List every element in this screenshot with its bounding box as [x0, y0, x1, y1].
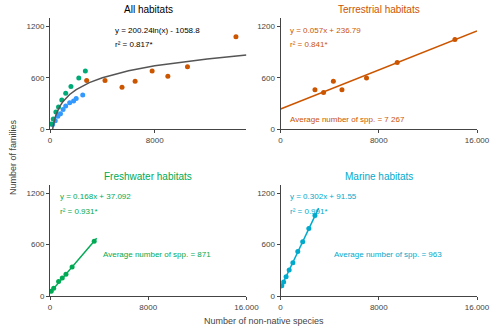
svg-text:8000: 8000: [370, 303, 388, 312]
svg-text:r² = 0.991*: r² = 0.991*: [290, 207, 328, 216]
svg-text:8000: 8000: [139, 303, 157, 312]
svg-text:1200: 1200: [257, 22, 275, 31]
svg-text:Average number of spp. = 871: Average number of spp. = 871: [103, 250, 211, 259]
svg-text:8000: 8000: [370, 136, 388, 145]
svg-text:0: 0: [48, 136, 53, 145]
svg-text:600: 600: [262, 240, 276, 249]
svg-text:y = 0.302x + 91.55: y = 0.302x + 91.55: [290, 192, 357, 201]
svg-text:Freshwater habitats: Freshwater habitats: [104, 171, 192, 182]
svg-text:600: 600: [262, 74, 276, 83]
svg-text:0: 0: [48, 303, 53, 312]
svg-text:y = 0.168x + 37.092: y = 0.168x + 37.092: [60, 192, 131, 201]
svg-text:0: 0: [271, 292, 276, 301]
svg-text:16.000: 16.000: [465, 303, 490, 312]
svg-text:1200: 1200: [27, 189, 45, 198]
svg-text:All habitats: All habitats: [124, 4, 173, 15]
svg-text:0: 0: [40, 292, 45, 301]
svg-text:y = 200.24ln(x) - 1058.8: y = 200.24ln(x) - 1058.8: [115, 26, 200, 35]
svg-text:0: 0: [278, 303, 283, 312]
svg-text:1200: 1200: [27, 22, 45, 31]
svg-text:16.000: 16.000: [234, 303, 259, 312]
svg-text:y = 0.057x + 236.79: y = 0.057x + 236.79: [290, 26, 361, 35]
svg-text:1200: 1200: [257, 189, 275, 198]
svg-text:Average number of spp. = 7 267: Average number of spp. = 7 267: [290, 115, 405, 124]
svg-text:Number of non-native species: Number of non-native species: [204, 316, 324, 326]
svg-text:8000: 8000: [146, 136, 164, 145]
svg-text:Terrestrial habitats: Terrestrial habitats: [338, 4, 420, 15]
svg-text:r² = 0.931*: r² = 0.931*: [60, 207, 98, 216]
svg-text:Average number of spp. = 963: Average number of spp. = 963: [334, 250, 442, 259]
svg-text:Marine habitats: Marine habitats: [345, 171, 413, 182]
svg-text:600: 600: [31, 240, 45, 249]
svg-text:0: 0: [278, 136, 283, 145]
svg-text:600: 600: [31, 74, 45, 83]
svg-text:r² = 0.817*: r² = 0.817*: [115, 40, 153, 49]
svg-text:16.000: 16.000: [465, 136, 490, 145]
svg-text:Number of families: Number of families: [8, 119, 18, 195]
svg-text:0: 0: [40, 125, 45, 134]
svg-text:0: 0: [271, 125, 276, 134]
svg-text:r² = 0.841*: r² = 0.841*: [290, 40, 328, 49]
